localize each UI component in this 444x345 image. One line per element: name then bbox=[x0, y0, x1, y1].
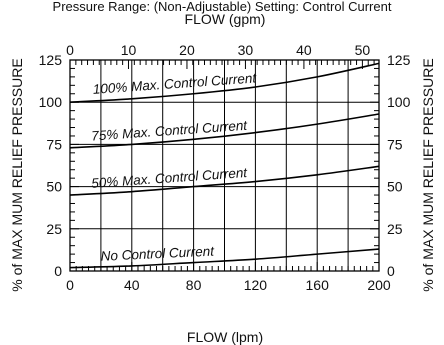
x-axis-title-top: FLOW (gpm) bbox=[185, 11, 266, 27]
grid bbox=[69, 59, 380, 272]
series-line bbox=[69, 165, 380, 196]
y-tick-label-left: 50 bbox=[46, 179, 62, 195]
curves bbox=[69, 62, 380, 269]
x-top-tick-label: 0 bbox=[66, 42, 74, 58]
series-line bbox=[69, 62, 380, 103]
x-tick-label: 40 bbox=[124, 277, 140, 293]
y-tick-label-left: 25 bbox=[46, 221, 62, 237]
x-top-tick-label: 20 bbox=[179, 42, 195, 58]
x-top-tick-label: 10 bbox=[121, 42, 137, 58]
y-tick-label-right: 25 bbox=[387, 221, 403, 237]
y-tick-label-right: 75 bbox=[387, 136, 403, 152]
y-axis-title-left: % of MAX MUM RELIEF PRESSURE bbox=[9, 58, 25, 291]
y-tick-label-right: 0 bbox=[387, 263, 395, 279]
y-tick-label-right: 100 bbox=[387, 94, 411, 110]
x-top-tick-label: 30 bbox=[238, 42, 254, 58]
series-line bbox=[69, 248, 380, 269]
series-label: 100% Max. Control Current bbox=[92, 70, 257, 97]
plot-frame bbox=[69, 59, 380, 272]
x-tick-label: 120 bbox=[244, 277, 268, 293]
series-label: No Control Current bbox=[100, 244, 215, 264]
x-top-tick-label: 40 bbox=[296, 42, 312, 58]
series-label: 75% Max. Control Current bbox=[91, 118, 249, 144]
y-tick-label-left: 75 bbox=[46, 136, 62, 152]
y-tick-label-left: 125 bbox=[39, 52, 63, 68]
series-line bbox=[69, 113, 380, 149]
y-tick-label-left: 0 bbox=[54, 263, 62, 279]
x-tick-label: 80 bbox=[186, 277, 202, 293]
y-axis-title-right: % of MAX MUM RELIEF PRESSURE bbox=[420, 58, 436, 291]
y-tick-label-right: 125 bbox=[387, 52, 411, 68]
x-top-tick-label: 50 bbox=[355, 42, 371, 58]
x-tick-label: 200 bbox=[367, 277, 391, 293]
plot-border bbox=[69, 59, 380, 272]
y-tick-label-left: 100 bbox=[39, 94, 63, 110]
top-caption: Pressure Range: (Non-Adjustable) Setting… bbox=[53, 0, 392, 14]
y-tick-label-right: 50 bbox=[387, 179, 403, 195]
x-tick-label: 0 bbox=[66, 277, 74, 293]
x-tick-label: 160 bbox=[306, 277, 330, 293]
x-axis-title-bottom: FLOW (lpm) bbox=[187, 329, 263, 345]
